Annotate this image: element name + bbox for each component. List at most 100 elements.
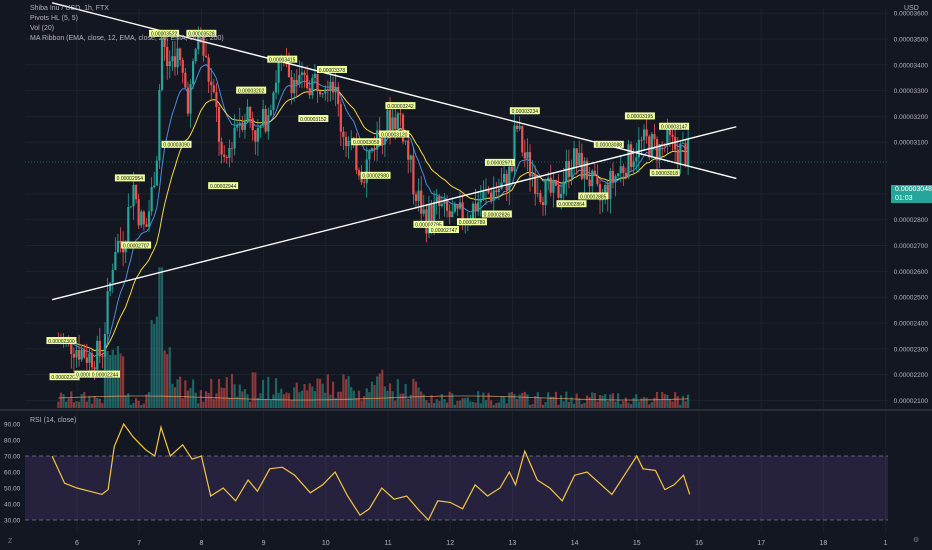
candle-body xyxy=(523,152,526,159)
candle-body xyxy=(451,211,454,218)
volume-bar xyxy=(668,399,672,408)
candle-body xyxy=(236,125,239,128)
pivot-label-box xyxy=(649,169,680,177)
volume-bar xyxy=(344,379,348,408)
candle-body xyxy=(350,140,353,142)
candle-body xyxy=(617,173,620,177)
volume-bar xyxy=(324,392,327,408)
candle-body xyxy=(482,190,485,201)
currency-label: USD xyxy=(904,5,919,12)
timezone-icon[interactable]: Z xyxy=(8,538,13,545)
volume-bar xyxy=(399,393,402,408)
candle-body xyxy=(230,147,234,149)
indicator-volume[interactable]: Vol (20) xyxy=(30,25,55,32)
volume-bar xyxy=(166,354,169,408)
candle-body xyxy=(308,88,311,96)
volume-bar xyxy=(417,387,420,408)
candle-body xyxy=(417,190,420,201)
rsi-tick-label: 90.00 xyxy=(4,422,21,429)
volume-bar xyxy=(477,391,480,408)
volume-bar xyxy=(611,393,615,408)
volume-bar xyxy=(90,403,94,408)
volume-bar xyxy=(65,401,68,408)
candle-body xyxy=(593,170,596,177)
price-tick-label: 0.00002800 xyxy=(894,217,929,224)
volume-bar xyxy=(453,404,456,408)
pivot-label-box xyxy=(379,130,410,138)
pivot-label-box xyxy=(351,138,382,146)
volume-bar xyxy=(158,267,161,408)
volume-bar xyxy=(300,390,304,408)
volume-bar xyxy=(210,378,213,408)
indicator-pivots[interactable]: Pivots HL (5, 5) xyxy=(30,15,78,22)
volume-bar xyxy=(674,392,677,408)
candle-body xyxy=(111,269,114,283)
pivot-label-box xyxy=(556,200,587,208)
candle-body xyxy=(575,148,578,166)
candle-body xyxy=(422,209,425,214)
candle-body xyxy=(458,202,462,209)
candle-body xyxy=(238,122,241,126)
candle-body xyxy=(585,160,589,180)
candle-body xyxy=(572,148,576,169)
volume-bar xyxy=(624,397,628,408)
settings-gear-icon[interactable]: ⚙ xyxy=(913,537,920,544)
candle-body xyxy=(140,211,143,226)
candle-body xyxy=(186,87,190,114)
volume-bar xyxy=(653,397,656,408)
candle-body xyxy=(300,72,304,75)
candle-body xyxy=(155,160,158,186)
pivot-label: 0.00002300 xyxy=(48,339,75,345)
candle-body xyxy=(293,79,296,94)
candles xyxy=(57,26,690,381)
candle-body xyxy=(606,185,609,200)
volume-bar xyxy=(246,394,249,408)
candle-body xyxy=(518,125,521,129)
pivot-label-box xyxy=(267,55,298,63)
candle-body xyxy=(176,48,179,68)
candle-body xyxy=(326,89,329,92)
candle-body xyxy=(96,340,99,370)
volume-bar xyxy=(261,379,265,408)
volume-bar xyxy=(85,401,88,408)
candle-body xyxy=(627,144,630,178)
volume-bar xyxy=(575,393,578,408)
symbol-title[interactable]: Shiba Inu / USD, 1h, FTX xyxy=(30,5,109,12)
ma-ribbon xyxy=(58,63,689,358)
pivot-label-box xyxy=(121,241,152,249)
pivot-label-box xyxy=(46,337,77,345)
volume-bar xyxy=(479,403,482,408)
candle-body xyxy=(549,177,552,193)
volume-bar xyxy=(251,372,254,408)
candle-body xyxy=(679,143,682,164)
candle-body xyxy=(233,127,236,149)
volume-bar xyxy=(376,376,379,408)
pivot-label: 0.00003059 xyxy=(353,140,380,146)
volume-bar xyxy=(521,392,524,408)
candle-body xyxy=(565,161,568,182)
volume-bar xyxy=(150,319,153,408)
candle-body xyxy=(547,177,550,180)
candle-body xyxy=(611,170,615,183)
price-tick-label: 0.00002200 xyxy=(894,372,929,379)
candle-body xyxy=(251,118,254,131)
rsi-tick-label: 30.00 xyxy=(4,518,21,525)
volume-bar xyxy=(666,394,669,408)
price-tick-label: 0.00002100 xyxy=(894,398,929,405)
rsi-legend[interactable]: RSI (14, close) xyxy=(30,417,77,424)
pivot-label-box xyxy=(413,220,444,228)
volume-bar xyxy=(497,402,501,408)
pivot-label: 0.00003378 xyxy=(319,68,346,74)
pivot-label: 0.00002789 xyxy=(459,220,486,226)
pivot-label-box xyxy=(149,29,180,37)
volume-bar xyxy=(176,379,179,408)
candle-body xyxy=(629,144,633,168)
price-tick-label: 0.00003100 xyxy=(894,140,929,147)
volume-bar xyxy=(363,396,366,408)
volume-bar xyxy=(350,387,353,408)
volume-bar xyxy=(513,393,516,408)
candle-body xyxy=(223,154,226,157)
indicator-ma-ribbon[interactable]: MA Ribbon (EMA, close, 12, EMA, close, 2… xyxy=(30,35,224,42)
volume-bar xyxy=(140,404,143,408)
